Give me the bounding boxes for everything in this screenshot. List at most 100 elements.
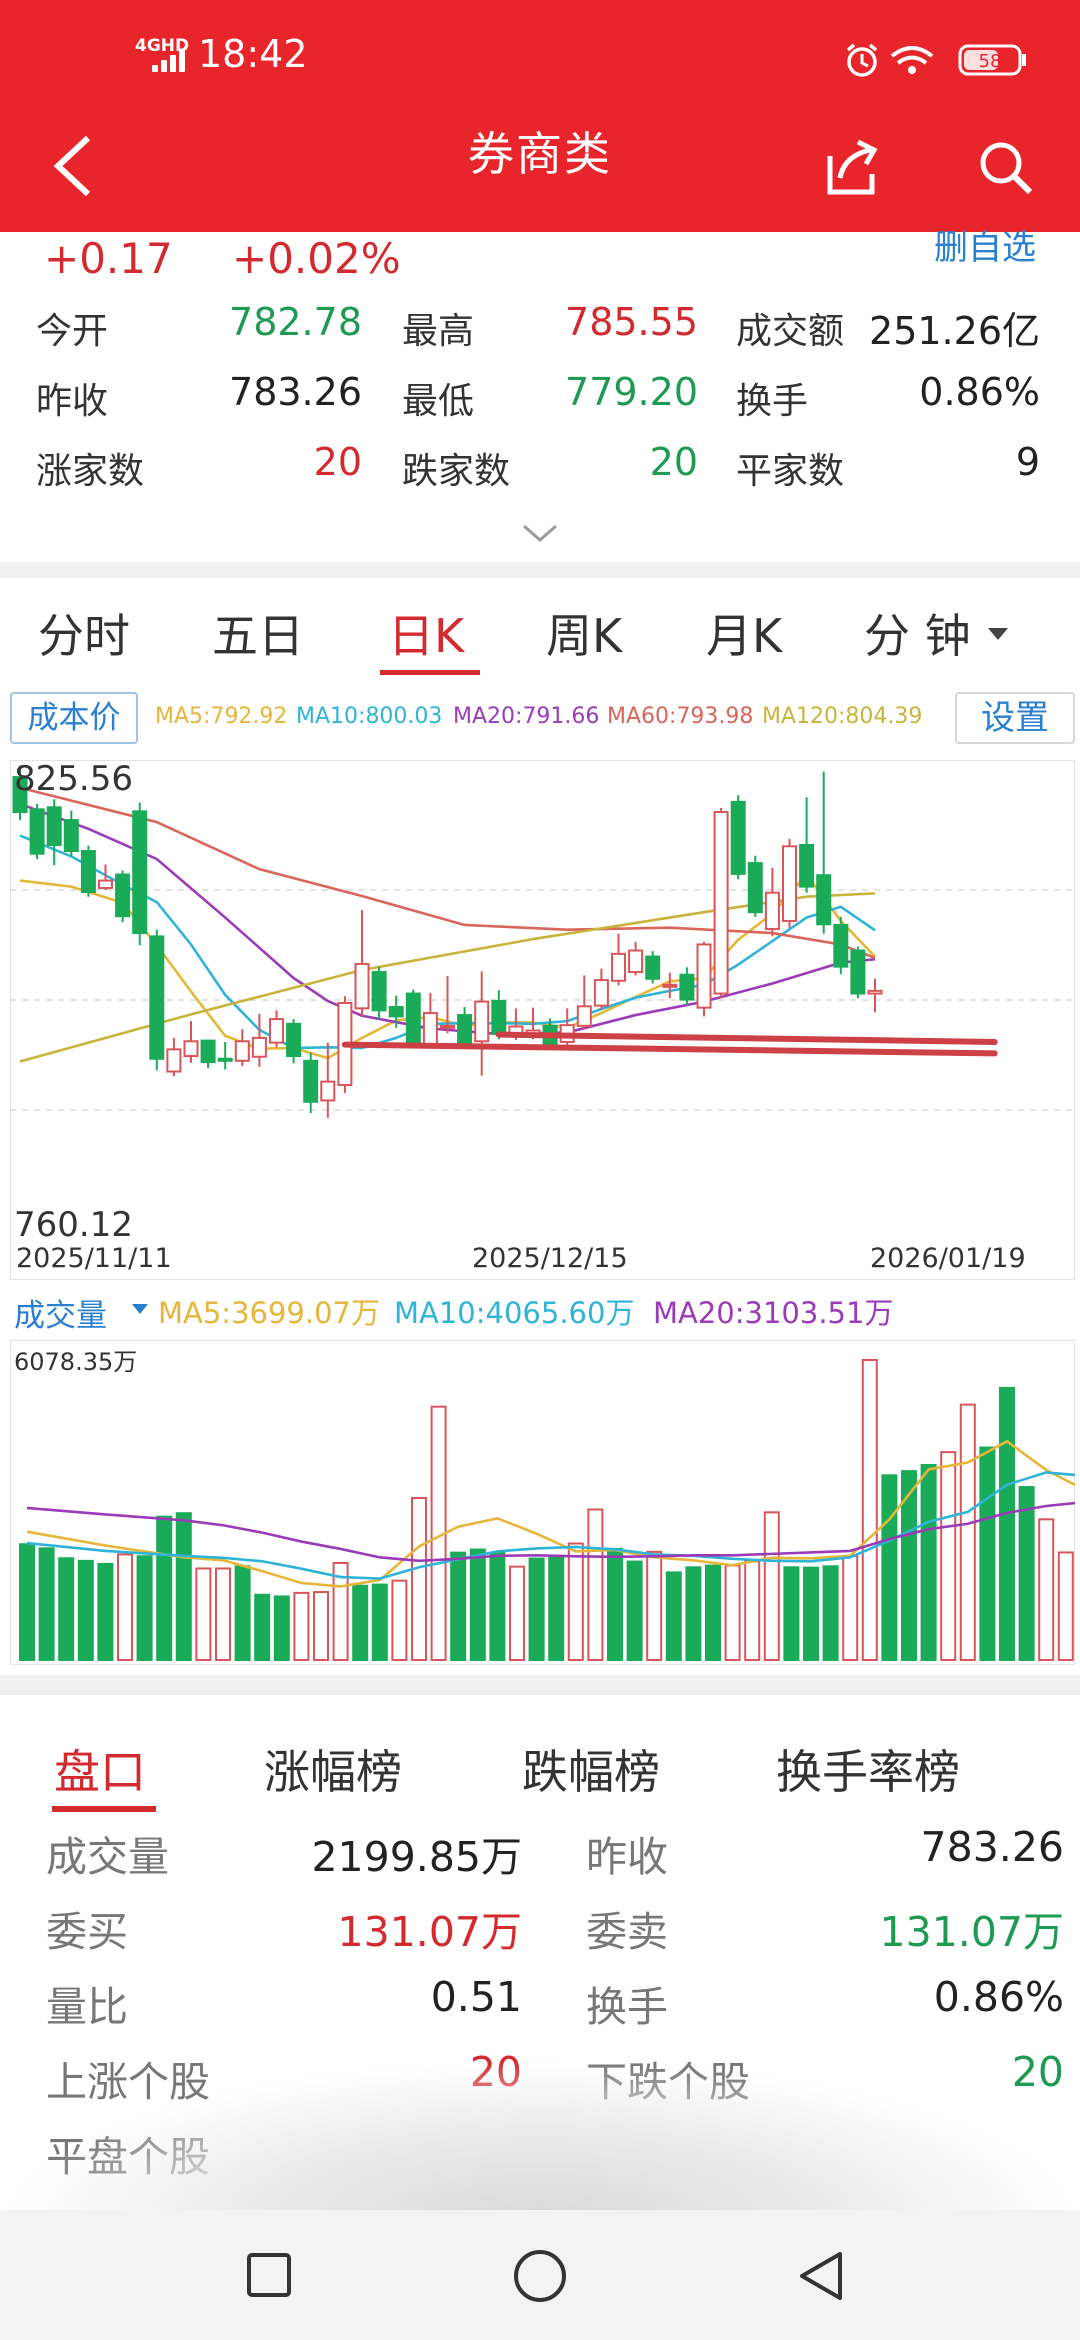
support-line <box>341 1041 998 1057</box>
volume-bar <box>313 1591 329 1662</box>
candle-body <box>354 962 370 1010</box>
candle-body <box>593 979 609 1007</box>
volume-bar <box>901 1470 917 1661</box>
scroll-fade <box>0 2060 1080 2220</box>
search-icon[interactable] <box>976 138 1036 198</box>
candle-body <box>183 1040 199 1058</box>
volume-bar <box>842 1554 859 1661</box>
panel-label: 成交量 <box>46 1833 169 1881</box>
share-icon[interactable] <box>822 134 882 198</box>
volume-bar <box>587 1508 604 1661</box>
volume-max-label: 6078.35万 <box>14 1348 137 1376</box>
panel-label: 昨收 <box>586 1833 668 1881</box>
volume-chart[interactable]: 6078.35万 <box>10 1340 1075 1665</box>
volume-bar <box>293 1591 310 1661</box>
candles <box>12 765 883 1118</box>
candle <box>576 975 592 1030</box>
expand-chevron-icon[interactable] <box>520 522 560 546</box>
candle <box>12 765 28 821</box>
candle <box>354 910 370 1017</box>
candle-body <box>286 1022 302 1058</box>
candle <box>251 1013 267 1067</box>
quote-value: 20 <box>649 440 698 484</box>
y-max-label: 825.56 <box>14 760 133 799</box>
volume-bar <box>77 1559 94 1662</box>
panel-tabs: 盘口 涨幅榜 跌幅榜 换手率榜 <box>0 1730 1080 1820</box>
candle-body <box>576 1005 592 1027</box>
candle <box>850 946 866 999</box>
quote-label: 最低 <box>402 381 475 422</box>
support-line <box>495 1031 998 1045</box>
triangle-down-icon[interactable] <box>132 1304 148 1316</box>
tab-minute[interactable]: 分 钟 <box>864 609 971 663</box>
volume-bar <box>391 1579 408 1662</box>
tab-daily-k[interactable]: 日K <box>388 609 465 663</box>
vol-ma10-label: MA10:4065.60万 <box>394 1296 635 1330</box>
remove-watchlist-button[interactable]: 删自选 <box>934 228 1036 268</box>
candle <box>46 799 62 866</box>
alarm-icon <box>846 43 878 77</box>
candle <box>816 771 832 934</box>
tab-turnover-rank[interactable]: 换手率榜 <box>776 1745 960 1799</box>
candle-body <box>679 973 695 1001</box>
x-label-mid: 2025/12/15 <box>472 1243 628 1274</box>
minute-dropdown-icon[interactable] <box>988 628 1008 642</box>
volume-bar <box>19 1543 35 1661</box>
candle-body <box>63 819 79 853</box>
candle <box>730 795 746 880</box>
divider <box>0 1675 1080 1695</box>
candle-body <box>98 879 113 889</box>
x-label-end: 2026/01/19 <box>870 1243 1026 1274</box>
settings-button[interactable]: 设置 <box>955 692 1075 744</box>
volume-bar <box>646 1550 663 1661</box>
ma120-line <box>19 892 876 1063</box>
volume-bar <box>254 1593 271 1662</box>
candle-body <box>251 1036 267 1058</box>
panel-label: 委买 <box>46 1908 128 1956</box>
quote-label: 平家数 <box>736 451 845 492</box>
tab-order-book[interactable]: 盘口 <box>54 1745 146 1799</box>
quote-value: 783.26 <box>229 370 362 414</box>
change-percent: +0.02% <box>232 234 401 283</box>
panel-value: 131.07万 <box>337 1908 522 1956</box>
page-title: 券商类 <box>468 127 612 181</box>
back-icon[interactable] <box>50 134 96 198</box>
clock: 18:42 <box>198 32 308 76</box>
volume-bar <box>626 1560 643 1661</box>
candle-body <box>611 952 626 982</box>
cost-price-button[interactable]: 成本价 <box>10 692 138 744</box>
quote-label: 最高 <box>402 311 475 352</box>
tab-weekly-k[interactable]: 周K <box>546 609 623 663</box>
candle-body <box>850 949 866 995</box>
tab-monthly-k[interactable]: 月K <box>706 609 783 663</box>
candle <box>286 1019 302 1064</box>
kline-chart[interactable]: 825.56 760.12 2025/11/11 2025/12/15 2026… <box>10 760 1075 1280</box>
status-bar: 4GHD 18:42 58 <box>0 0 1080 120</box>
volume-bar <box>881 1474 898 1661</box>
y-min-label: 760.12 <box>14 1205 133 1245</box>
volume-bar <box>411 1497 427 1661</box>
candle <box>63 810 79 857</box>
period-tabs: 分时 五日 日K 周K 月K 分 钟 <box>0 590 1080 675</box>
tab-five-day[interactable]: 五日 <box>212 609 304 663</box>
status-icons: 58 <box>846 43 1026 77</box>
back-triangle-icon[interactable] <box>796 2250 846 2302</box>
volume-bar <box>38 1547 55 1661</box>
volume-bar <box>607 1547 623 1662</box>
candle <box>217 1041 233 1070</box>
home-icon[interactable] <box>512 2248 568 2304</box>
candle-body <box>747 862 763 914</box>
candle <box>799 797 815 893</box>
volume-bar <box>940 1451 957 1662</box>
tab-top-losers[interactable]: 跌幅榜 <box>522 1745 660 1799</box>
signal-icon <box>152 50 186 72</box>
tab-top-gainers[interactable]: 涨幅榜 <box>264 1745 402 1799</box>
tab-intraday[interactable]: 分时 <box>38 609 130 663</box>
volume-selector[interactable]: 成交量 <box>14 1298 107 1334</box>
volume-ma-lines <box>26 1439 1075 1588</box>
ma60-line <box>19 786 876 960</box>
candle <box>234 1029 250 1067</box>
ma60-label: MA60:793.98 <box>607 704 754 729</box>
candle <box>29 803 45 860</box>
recent-apps-icon[interactable] <box>246 2252 292 2298</box>
